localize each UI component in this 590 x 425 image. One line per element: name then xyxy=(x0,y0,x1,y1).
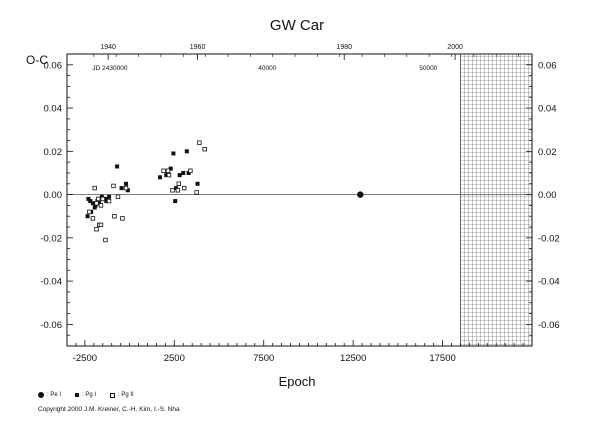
data-points xyxy=(85,140,364,243)
jd-label: JD 2430000 xyxy=(92,65,127,72)
y-tick-label-right: 0.02 xyxy=(538,147,557,158)
point-pg1 xyxy=(164,173,169,178)
point-pg2 xyxy=(103,237,108,243)
point-pg2 xyxy=(194,190,199,195)
point-pg1 xyxy=(88,199,93,204)
point-pg2 xyxy=(165,168,171,173)
jd-label: 50000 xyxy=(419,65,437,72)
y-tick-label-right: -0.04 xyxy=(538,277,560,288)
tick-labels: -0.06 -0.06 -0.04 -0.04 -0.02 -0.02 0.00 0.00 0.… xyxy=(40,44,559,364)
point-pg1 xyxy=(119,186,124,191)
point-pg2 xyxy=(175,188,181,193)
point-pg1 xyxy=(171,151,176,156)
legend-item-pg1: : Pg I xyxy=(75,392,96,398)
y-tick-label-right: 0.06 xyxy=(538,60,557,71)
point-pg2 xyxy=(87,209,92,215)
point-pg2 xyxy=(170,188,175,193)
y-tick-label-right: 0.00 xyxy=(538,190,557,201)
point-pg1 xyxy=(90,201,95,206)
y-tick-label-left: 0.04 xyxy=(44,104,63,115)
open-square-icon xyxy=(110,392,116,398)
point-pg1 xyxy=(92,205,97,210)
point-pg1 xyxy=(158,175,162,180)
copyright-notice: Copyright 2000 J.M. Kreiner, C.-H. Kim, … xyxy=(38,406,180,413)
x-tick-label: 7500 xyxy=(253,353,274,364)
point-pg2 xyxy=(98,203,104,208)
point-pg1 xyxy=(86,196,91,201)
point-pg2 xyxy=(94,201,99,206)
point-pg2 xyxy=(123,185,129,191)
legend: : Pe I : Pg I : Pg II xyxy=(38,392,134,398)
top-year-label: 1940 xyxy=(100,44,116,51)
point-pg2 xyxy=(120,216,125,221)
y-tick-label-left: -0.02 xyxy=(40,233,62,244)
filled-circle-icon xyxy=(38,392,44,398)
y-tick-label-left: -0.04 xyxy=(40,277,62,288)
point-pg1 xyxy=(104,199,109,204)
top-year-label: 2000 xyxy=(447,44,463,51)
chart-title: GW Car xyxy=(270,17,324,34)
y-tick-label-left: 0.00 xyxy=(44,190,63,201)
point-pg1 xyxy=(173,199,178,204)
point-pg2 xyxy=(92,185,97,191)
y-tick-label-right: -0.02 xyxy=(538,233,560,244)
y-tick-label-right: -0.06 xyxy=(538,320,560,331)
point-pg2 xyxy=(98,222,104,228)
point-pg2 xyxy=(181,185,187,191)
legend-label-pg2: : Pg II xyxy=(118,392,134,398)
point-pg1 xyxy=(115,164,120,169)
filled-square-icon xyxy=(75,393,80,397)
point-pg2 xyxy=(115,194,121,199)
y-tick-label-left: 0.02 xyxy=(44,147,63,158)
point-pg1 xyxy=(181,170,186,175)
point-pg2 xyxy=(96,196,101,202)
y-tick-label-left: 0.06 xyxy=(44,60,63,71)
point-pg1 xyxy=(184,149,189,154)
point-pg2 xyxy=(100,196,105,202)
jd-label: 40000 xyxy=(258,65,276,72)
x-tick-label: -2500 xyxy=(73,353,97,364)
x-tick-label: 12500 xyxy=(340,353,366,364)
point-pg1 xyxy=(85,214,90,219)
point-pg1 xyxy=(168,166,173,171)
point-pg2 xyxy=(112,214,117,219)
top-year-label: 1980 xyxy=(336,44,352,51)
point-pg1 xyxy=(195,181,200,186)
top-year-label: 1960 xyxy=(190,44,206,51)
point-pg2 xyxy=(202,146,207,152)
point-pe1 xyxy=(357,191,364,198)
point-pg2 xyxy=(176,181,181,186)
x-axis-label: Epoch xyxy=(279,374,316,389)
point-pg2 xyxy=(111,183,116,189)
point-pg2 xyxy=(94,226,99,232)
point-pg2 xyxy=(106,198,112,204)
y-axis-label: O-C xyxy=(26,53,48,67)
y-tick-label-left: -0.06 xyxy=(40,320,62,331)
point-pg2 xyxy=(90,216,96,221)
x-tick-label: 2500 xyxy=(164,353,185,364)
axis-ticks xyxy=(66,53,533,347)
legend-item-pg2: : Pg II xyxy=(110,392,134,398)
point-pg2 xyxy=(197,140,202,145)
legend-item-pe1: : Pe I xyxy=(38,392,61,398)
point-pg2 xyxy=(161,168,166,173)
point-pg2 xyxy=(166,172,172,178)
y-tick-label-right: 0.04 xyxy=(538,104,557,115)
x-tick-label: 17500 xyxy=(429,353,455,364)
legend-label-pe1: : Pe I xyxy=(47,392,62,398)
point-pg1 xyxy=(107,194,112,199)
legend-label-pg1: : Pg I xyxy=(82,392,97,398)
point-pg1 xyxy=(177,173,182,178)
point-pg2 xyxy=(188,168,193,173)
point-pg1 xyxy=(124,181,129,186)
hatched-region xyxy=(460,53,533,347)
